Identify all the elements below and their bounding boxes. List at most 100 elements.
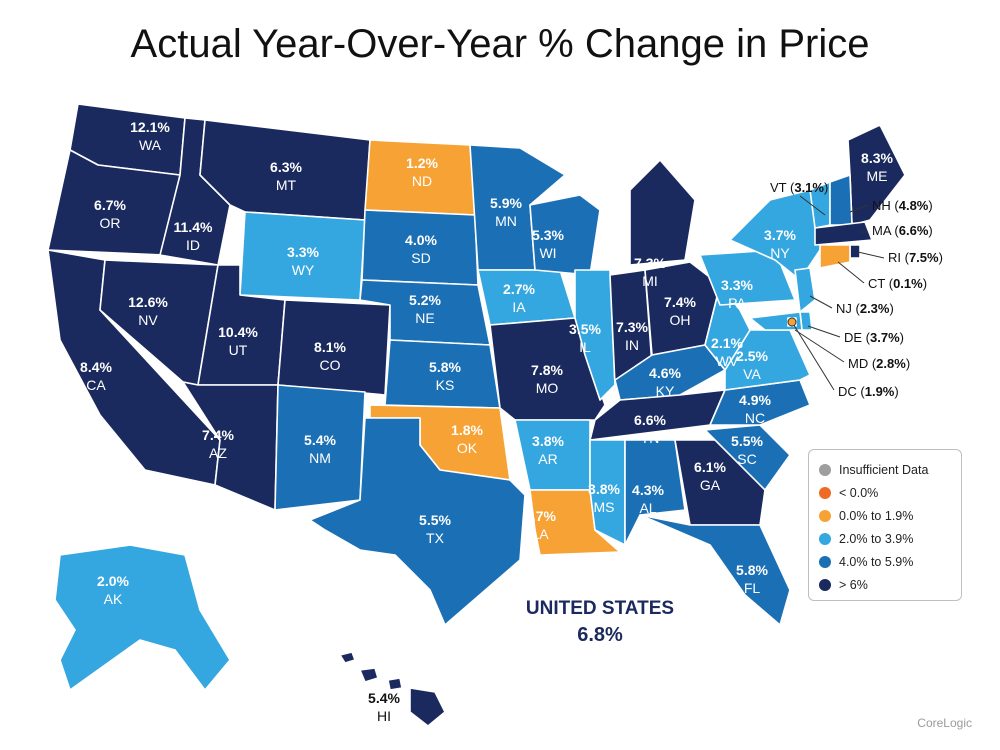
small-state-value: 3.1%	[794, 180, 824, 195]
state-value-ky: 4.6%	[649, 365, 681, 381]
state-value-pa: 3.3%	[721, 277, 753, 293]
small-state-value: 7.5%	[909, 250, 939, 265]
state-abbr-ca: CA	[86, 377, 106, 393]
small-state-label-md: MD (2.8%)	[848, 356, 910, 371]
small-state-label-ma: MA (6.6%)	[872, 223, 933, 238]
state-il	[574, 269, 616, 401]
state-abbr-ny: NY	[770, 245, 790, 261]
small-state-label-dc: DC (1.9%)	[838, 384, 899, 399]
state-sc	[704, 424, 791, 491]
small-state-label-ct: CT (0.1%)	[868, 276, 927, 291]
state-value-nd: 1.2%	[406, 155, 438, 171]
legend-item: Insufficient Data	[819, 458, 961, 481]
state-value-ks: 5.8%	[429, 359, 461, 375]
legend: Insufficient Data < 0.0% 0.0% to 1.9% 2.0% …	[808, 449, 962, 601]
small-state-labels-layer: VT (3.1%) NH (4.8%) MA (6.6%) RI (7.5%) CT (…	[770, 180, 943, 399]
state-abbr-sd: SD	[411, 250, 430, 266]
state-abbr-mt: MT	[276, 177, 297, 193]
state-value-hi: 5.4%	[368, 690, 400, 706]
leader-line-vt	[799, 195, 826, 216]
state-value-ga: 6.1%	[694, 459, 726, 475]
state-wi	[529, 194, 601, 276]
state-value-ne: 5.2%	[409, 292, 441, 308]
state-tx	[309, 417, 526, 626]
state-value-mo: 7.8%	[531, 362, 563, 378]
legend-label: 4.0% to 5.9%	[839, 554, 914, 569]
state-nh	[829, 174, 853, 226]
state-abbr-ga: GA	[700, 477, 721, 493]
state-mi	[629, 159, 696, 266]
state-value-nc: 4.9%	[739, 392, 771, 408]
state-abbr-hi: HI	[377, 708, 391, 724]
state-abbr-ne: NE	[415, 310, 434, 326]
state-value-il: 3.5%	[569, 321, 601, 337]
state-ms	[589, 439, 626, 546]
state-abbr-ut: UT	[229, 342, 248, 358]
state-abbr-sc: SC	[737, 451, 756, 467]
small-state-abbr: CT	[868, 276, 885, 291]
small-state-value: 1.9%	[865, 384, 895, 399]
state-value-az: 7.4%	[202, 427, 234, 443]
state-value-nm: 5.4%	[304, 432, 336, 448]
state-value-tn: 6.6%	[634, 412, 666, 428]
legend-label: 0.0% to 1.9%	[839, 508, 914, 523]
state-pa	[699, 249, 796, 306]
state-value-ut: 10.4%	[218, 324, 258, 340]
state-nj	[794, 267, 816, 313]
state-hi	[339, 651, 446, 727]
state-abbr-il: IL	[579, 339, 591, 355]
state-abbr-wa: WA	[139, 137, 162, 153]
legend-swatch	[819, 509, 831, 522]
small-state-value: 0.1%	[893, 276, 923, 291]
state-ia	[477, 269, 576, 326]
state-ma	[814, 221, 873, 246]
state-abbr-ok: OK	[457, 440, 478, 456]
small-state-value: 2.8%	[876, 356, 906, 371]
small-state-label-nh: NH (4.8%)	[872, 198, 933, 213]
states-layer	[47, 103, 906, 727]
legend-item: < 0.0%	[819, 481, 961, 504]
state-abbr-oh: OH	[670, 312, 691, 328]
state-value-ok: 1.8%	[451, 422, 483, 438]
small-state-abbr: NH	[872, 198, 891, 213]
state-value-me: 8.3%	[861, 150, 893, 166]
state-abbr-nc: NC	[745, 410, 765, 426]
state-value-wv: 2.1%	[711, 335, 743, 351]
state-abbr-ky: KY	[656, 383, 675, 399]
state-value-mi: 7.3%	[634, 255, 666, 271]
state-abbr-me: ME	[867, 168, 888, 184]
state-abbr-wy: WY	[292, 262, 315, 278]
state-value-ia: 2.7%	[503, 281, 535, 297]
small-state-abbr: MA	[872, 223, 892, 238]
national-value: 6.8%	[577, 624, 623, 646]
state-value-wa: 12.1%	[130, 119, 170, 135]
state-abbr-tn: TN	[641, 430, 660, 446]
state-abbr-nv: NV	[138, 312, 158, 328]
state-abbr-ia: IA	[512, 299, 526, 315]
state-abbr-co: CO	[320, 357, 341, 373]
small-state-value: 6.6%	[899, 223, 929, 238]
state-value-sd: 4.0%	[405, 232, 437, 248]
legend-item: 0.0% to 1.9%	[819, 504, 961, 527]
legend-swatch	[819, 555, 831, 568]
state-value-nv: 12.6%	[128, 294, 168, 310]
legend-swatch	[819, 486, 831, 499]
state-abbr-az: AZ	[209, 445, 227, 461]
state-ri	[849, 244, 861, 259]
state-abbr-nd: ND	[412, 173, 432, 189]
state-abbr-wv: WV	[716, 353, 739, 369]
small-state-label-nj: NJ (2.3%)	[836, 301, 894, 316]
state-value-ak: 2.0%	[97, 573, 129, 589]
state-abbr-ks: KS	[436, 377, 455, 393]
state-value-fl: 5.8%	[736, 562, 768, 578]
small-state-abbr: DC	[838, 384, 857, 399]
leader-line-dc	[791, 321, 835, 391]
national-label: UNITED STATES	[525, 598, 675, 619]
page-title: Actual Year-Over-Year % Change in Price	[130, 22, 870, 66]
national-summary: UNITED STATES 6.8%	[520, 598, 680, 647]
state-value-co: 8.1%	[314, 339, 346, 355]
legend-swatch	[819, 463, 831, 476]
small-state-label-de: DE (3.7%)	[844, 330, 904, 345]
leader-line-nj	[809, 295, 833, 309]
